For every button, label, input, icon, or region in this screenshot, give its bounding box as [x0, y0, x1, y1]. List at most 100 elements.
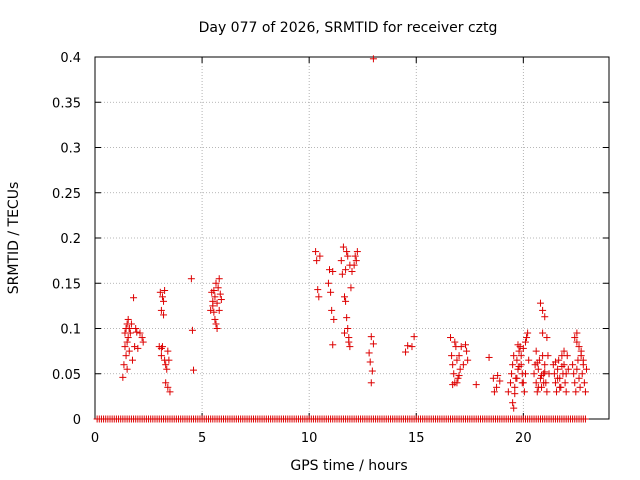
- data-point: [207, 306, 215, 314]
- data-point: [534, 365, 542, 373]
- data-point: [510, 352, 518, 360]
- chart-title: Day 077 of 2026, SRMTID for receiver czt…: [199, 20, 498, 36]
- y-tick-label: 0.15: [52, 277, 81, 292]
- data-point: [162, 379, 170, 387]
- data-point: [489, 374, 497, 382]
- data-point: [511, 390, 519, 398]
- data-point: [216, 290, 224, 298]
- data-point: [571, 379, 579, 387]
- data-point: [131, 343, 139, 351]
- data-point: [462, 341, 470, 349]
- data-point: [328, 306, 336, 314]
- data-point: [510, 404, 518, 412]
- data-point: [525, 356, 533, 364]
- data-point: [217, 296, 225, 304]
- data-point: [571, 334, 579, 342]
- data-point: [124, 334, 132, 342]
- data-point: [139, 338, 147, 346]
- data-point: [211, 293, 219, 301]
- data-point: [463, 347, 471, 355]
- data-point: [130, 294, 138, 302]
- data-point: [515, 347, 523, 355]
- data-point: [351, 252, 359, 260]
- data-point: [575, 374, 583, 382]
- data-point: [558, 363, 566, 371]
- x-tick-label: 15: [408, 431, 425, 446]
- data-point: [188, 326, 196, 334]
- data-point: [544, 352, 552, 360]
- data-point: [404, 342, 412, 350]
- data-point: [455, 352, 463, 360]
- data-point: [555, 356, 563, 364]
- data-point: [210, 308, 218, 316]
- data-point: [551, 379, 559, 387]
- data-point: [541, 368, 549, 376]
- data-point: [513, 356, 521, 364]
- data-point: [348, 267, 356, 275]
- data-point: [494, 372, 502, 380]
- data-point: [451, 338, 459, 346]
- data-point: [214, 284, 222, 292]
- data-point: [564, 365, 572, 373]
- data-point: [524, 329, 532, 337]
- data-point: [121, 343, 129, 351]
- data-point: [316, 252, 324, 260]
- data-point: [119, 373, 127, 381]
- data-point: [511, 383, 519, 391]
- data-point: [350, 261, 358, 269]
- data-point: [513, 374, 521, 382]
- data-point: [344, 325, 352, 332]
- data-point: [514, 341, 522, 349]
- data-point: [160, 297, 168, 305]
- data-point: [162, 361, 170, 369]
- data-point: [447, 334, 455, 342]
- x-tick-label: 0: [91, 431, 99, 446]
- data-point: [164, 347, 172, 355]
- data-point: [532, 347, 540, 355]
- data-point: [576, 383, 584, 391]
- data-point: [341, 293, 349, 301]
- data-point: [408, 343, 416, 351]
- data-point: [212, 320, 220, 328]
- data-point: [573, 365, 581, 373]
- data-point: [523, 334, 531, 342]
- data-point: [579, 356, 587, 364]
- data-point: [455, 372, 463, 380]
- data-point: [352, 257, 360, 265]
- x-axis-title: GPS time / hours: [290, 458, 407, 474]
- data-point: [123, 338, 131, 346]
- data-point: [459, 361, 467, 369]
- data-point: [343, 314, 351, 322]
- data-point: [161, 286, 169, 294]
- data-point: [496, 377, 504, 385]
- data-point: [543, 334, 551, 342]
- data-point: [345, 338, 353, 346]
- y-tick-label: 0: [73, 413, 81, 428]
- y-tick-label: 0.1: [60, 323, 81, 338]
- data-point: [313, 257, 321, 265]
- data-point: [327, 288, 335, 296]
- data-point: [210, 286, 218, 294]
- data-point: [572, 388, 580, 396]
- data-point: [561, 379, 569, 387]
- data-point: [569, 361, 577, 369]
- data-point: [215, 306, 223, 314]
- data-point: [342, 297, 350, 305]
- data-point: [343, 248, 351, 256]
- data-point: [519, 344, 527, 352]
- data-point: [573, 338, 581, 346]
- tick-labels: 0 5 10 15 20 0 0.05 0.1 0.15 0.2 0.25 0.3 0.35 0.4: [52, 51, 532, 446]
- data-point: [138, 334, 146, 342]
- y-tick-label: 0.2: [60, 232, 81, 247]
- data-point: [369, 340, 377, 348]
- data-point: [134, 344, 142, 352]
- data-point: [337, 257, 345, 265]
- data-point: [369, 55, 377, 63]
- data-point: [329, 341, 337, 349]
- data-point: [453, 379, 461, 387]
- data-point: [538, 372, 546, 380]
- data-point: [156, 288, 164, 296]
- data-point: [533, 359, 541, 367]
- data-point: [556, 383, 564, 391]
- data-point: [540, 379, 548, 387]
